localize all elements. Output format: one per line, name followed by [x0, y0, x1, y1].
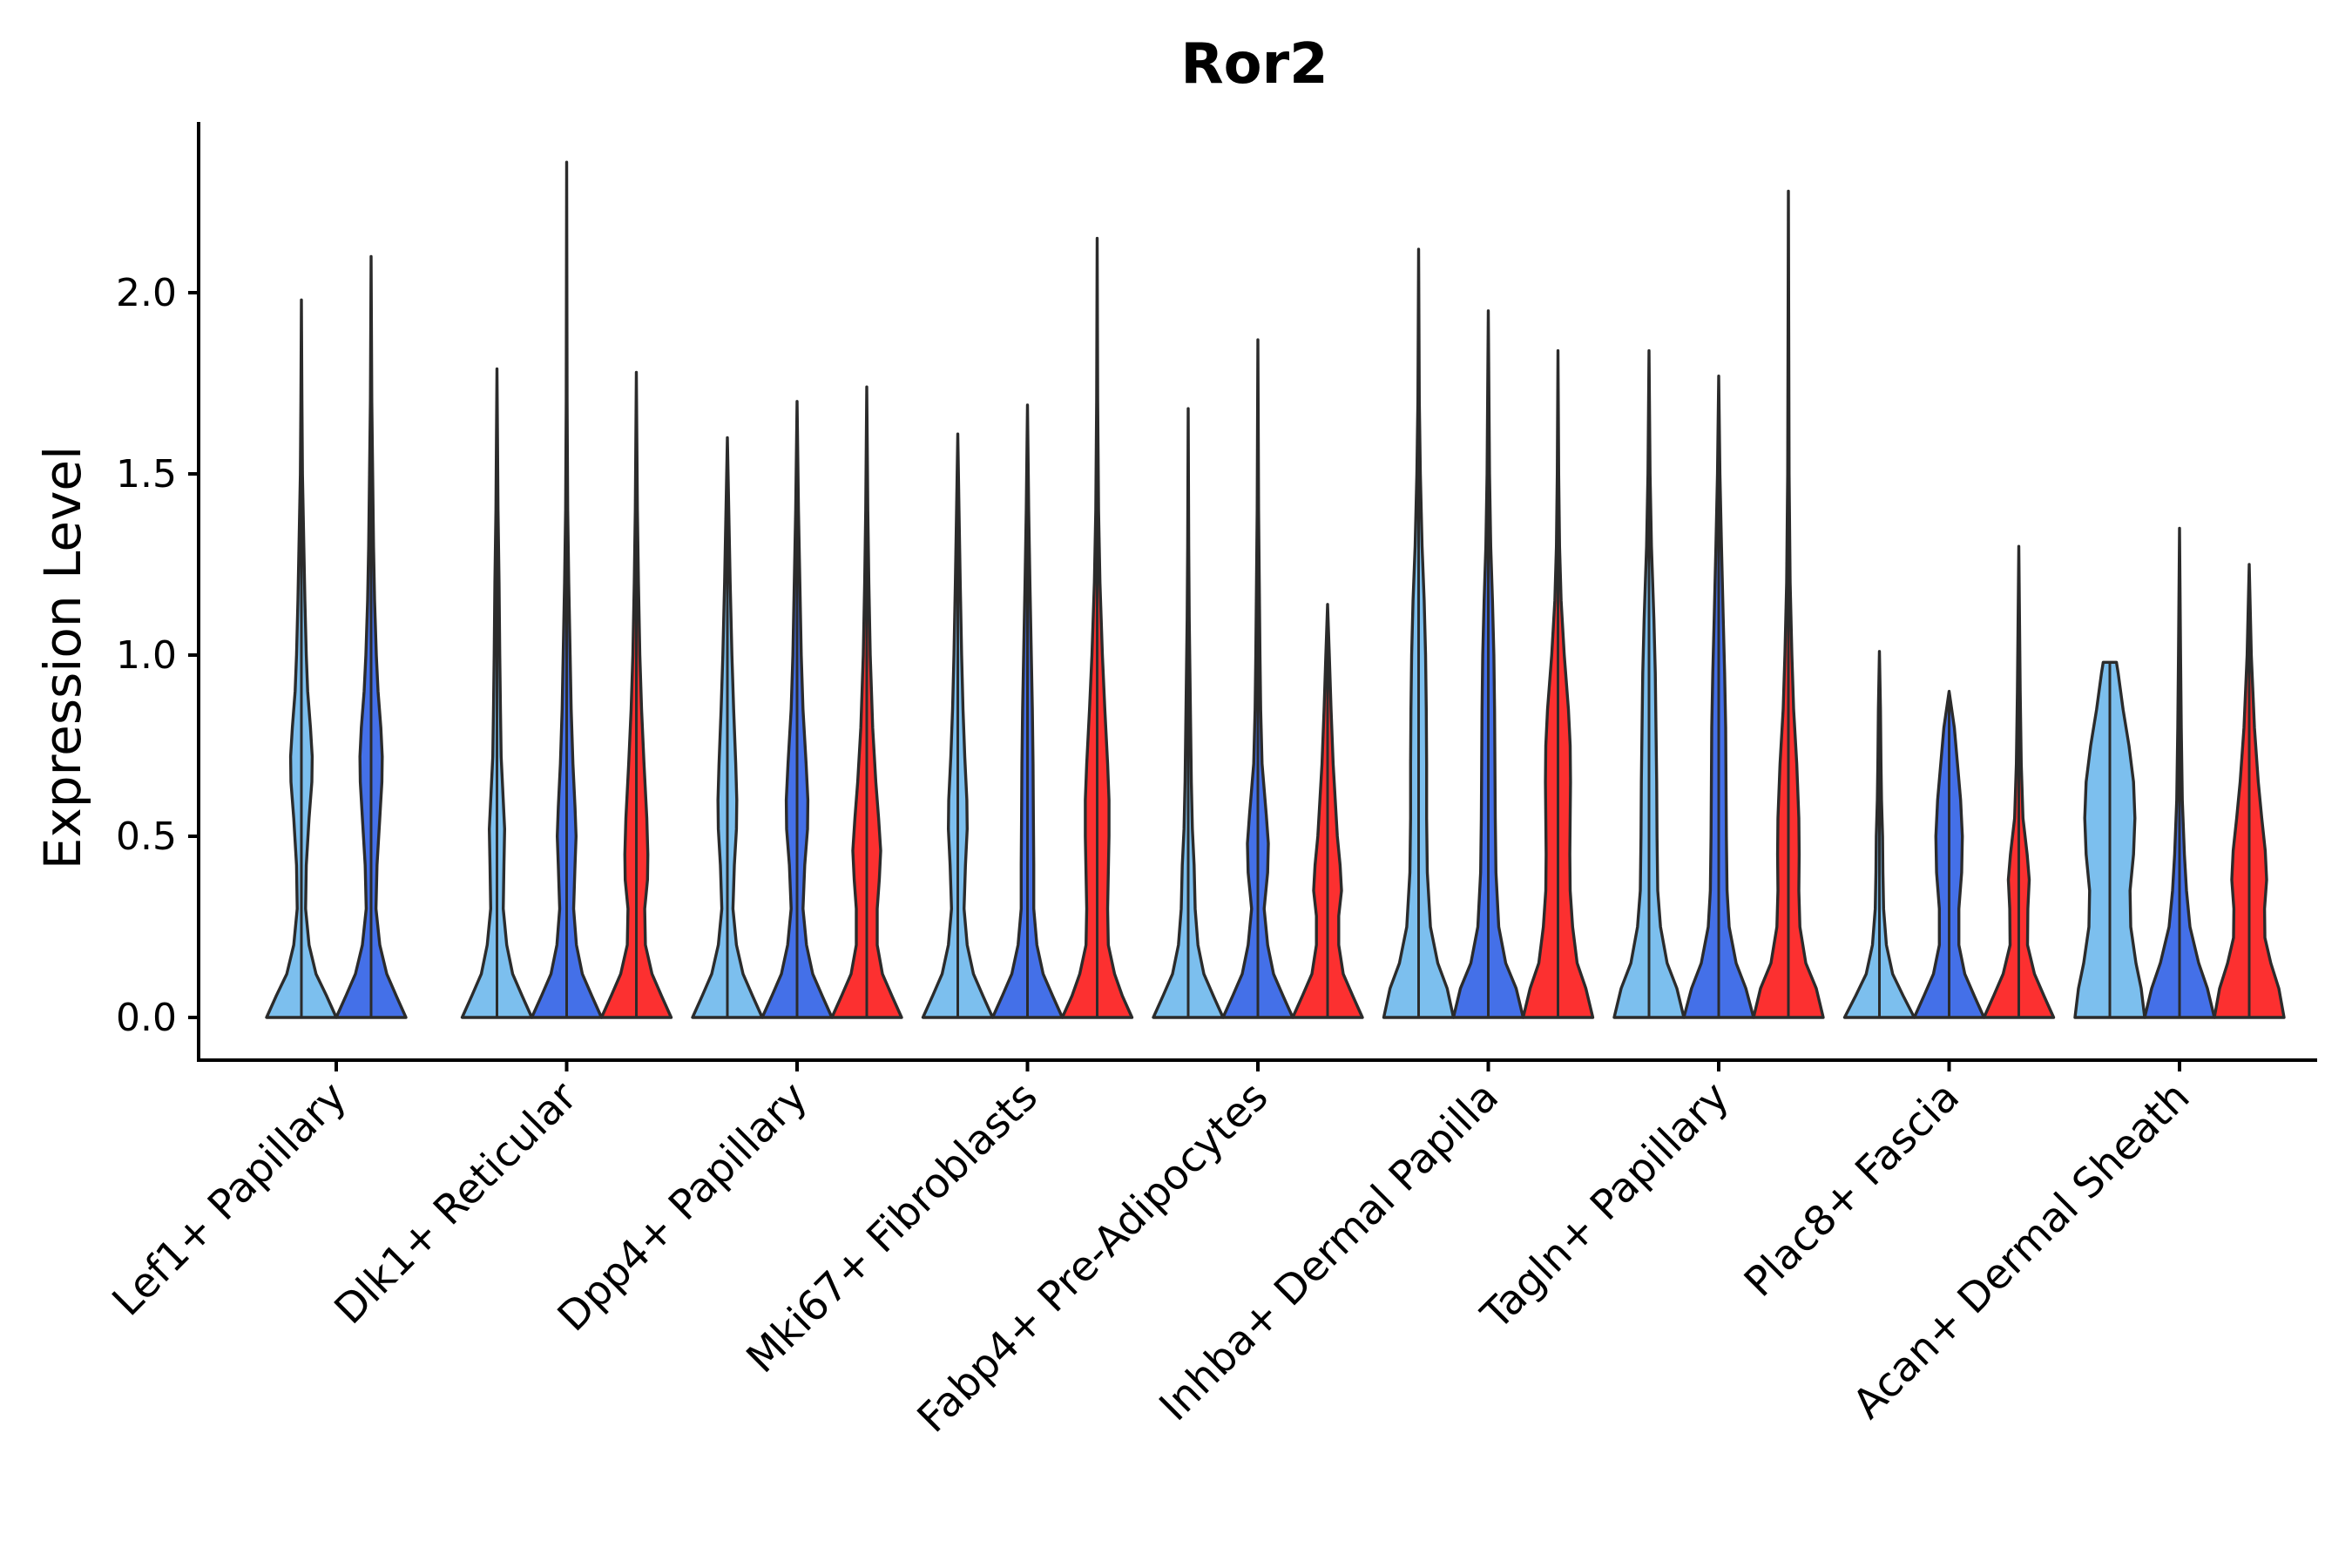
y-ticks: 0.0 0.5 1.0 1.5 2.0 [116, 271, 199, 1040]
y-tick-label: 1.0 [116, 633, 177, 678]
x-tick-label: Tagln+ Papillary [1472, 1073, 1739, 1340]
x-tick-label: Lef1+ Papillary [104, 1073, 356, 1326]
y-tick-label: 2.0 [116, 271, 177, 315]
y-tick-label: 1.5 [116, 452, 177, 497]
x-tick-label: Dpp4+ Papillary [549, 1073, 817, 1342]
chart-title: Ror2 [1180, 32, 1328, 97]
y-axis-label: Expression Level [33, 446, 92, 869]
y-tick-label: 0.0 [116, 996, 177, 1040]
y-tick-label: 0.5 [116, 814, 177, 859]
violins-layer [265, 160, 2286, 1019]
x-tick-label: Dlk1+ Reticular [326, 1072, 587, 1334]
x-tick-label: Plac8+ Fascia [1735, 1073, 1969, 1307]
